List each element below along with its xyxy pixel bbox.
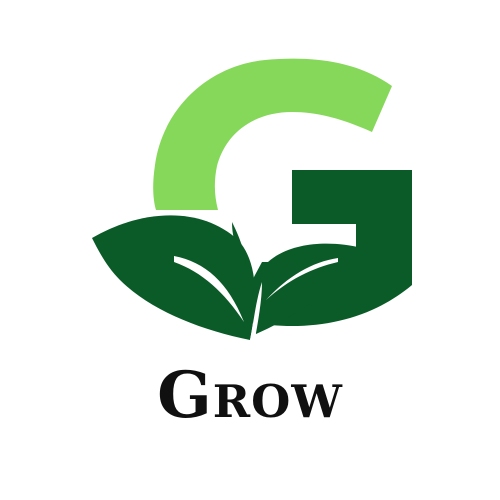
brand-name: Grow [157, 358, 343, 433]
leaf-stem [250, 282, 262, 344]
sprout-tip [232, 222, 246, 264]
leaf-right [251, 243, 362, 334]
leaf-vein-right [266, 258, 338, 300]
grow-logo-mark [92, 58, 412, 344]
leaf-vein-left [174, 256, 244, 322]
g-letter-icon [153, 58, 392, 211]
leaf-icon [92, 215, 255, 340]
brand-wordmark: Grow [0, 356, 500, 436]
